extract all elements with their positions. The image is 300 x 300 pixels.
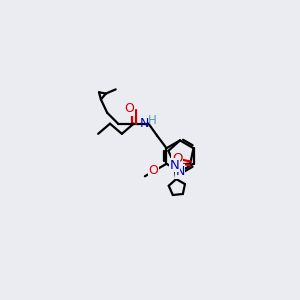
Text: O: O [148, 164, 158, 177]
Text: O: O [172, 152, 182, 165]
Text: N: N [170, 159, 180, 172]
Text: O: O [124, 102, 134, 116]
Text: N: N [175, 165, 185, 178]
Text: H: H [148, 114, 157, 127]
Text: N: N [139, 117, 149, 130]
